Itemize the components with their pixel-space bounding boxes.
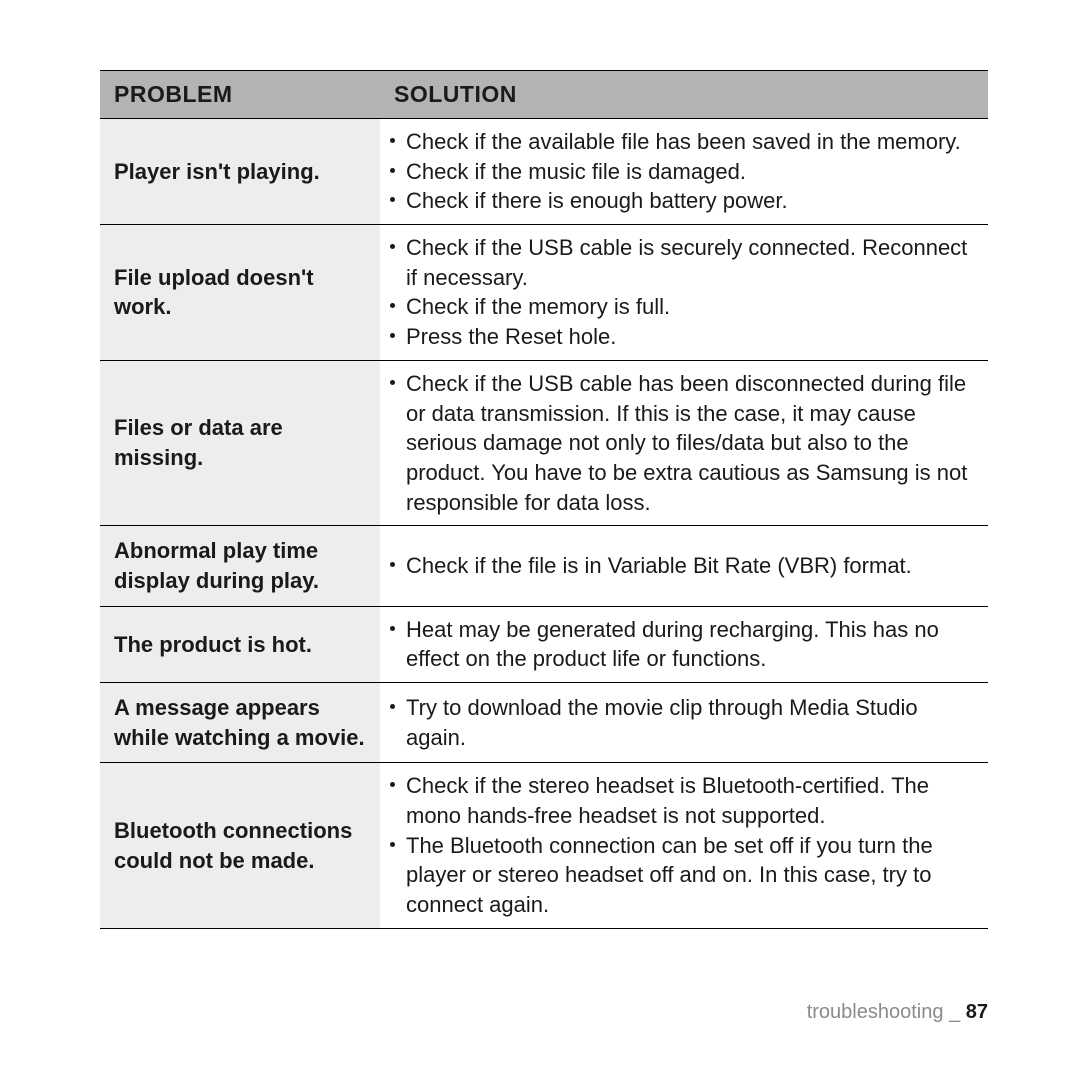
problem-cell: Bluetooth connections could not be made. — [100, 763, 380, 928]
footer-section: troubleshooting — [807, 1001, 944, 1023]
col-header-problem: PROBLEM — [100, 71, 380, 119]
col-header-solution: SOLUTION — [380, 71, 988, 119]
solution-list: Try to download the movie clip through M… — [380, 693, 978, 752]
solution-list: Check if the USB cable is securely conne… — [380, 233, 978, 352]
solution-list: Heat may be generated during recharging.… — [380, 615, 978, 674]
solution-cell: Check if the file is in Variable Bit Rat… — [380, 526, 988, 606]
troubleshooting-table: PROBLEM SOLUTION Player isn't playing.Ch… — [100, 70, 988, 929]
solution-item: Check if the music file is damaged. — [380, 157, 978, 187]
solution-item: Check if the USB cable has been disconne… — [380, 369, 978, 517]
solution-cell: Check if the stereo headset is Bluetooth… — [380, 763, 988, 928]
problem-cell: Files or data are missing. — [100, 360, 380, 525]
page-footer: troubleshooting _ 87 — [807, 1001, 988, 1024]
solution-item: Check if the stereo headset is Bluetooth… — [380, 771, 978, 830]
table-row: Files or data are missing.Check if the U… — [100, 360, 988, 525]
solution-cell: Heat may be generated during recharging.… — [380, 606, 988, 682]
solution-list: Check if the file is in Variable Bit Rat… — [380, 551, 978, 581]
table-row: A message appears while watching a movie… — [100, 683, 988, 763]
table-row: The product is hot.Heat may be generated… — [100, 606, 988, 682]
solution-cell: Check if the USB cable has been disconne… — [380, 360, 988, 525]
solution-item: Check if the USB cable is securely conne… — [380, 233, 978, 292]
table-row: Bluetooth connections could not be made.… — [100, 763, 988, 928]
problem-cell: Abnormal play time display during play. — [100, 526, 380, 606]
solution-cell: Try to download the movie clip through M… — [380, 683, 988, 763]
footer-page-number: 87 — [966, 1001, 988, 1023]
solution-item: Check if the memory is full. — [380, 292, 978, 322]
solution-cell: Check if the USB cable is securely conne… — [380, 225, 988, 361]
table-row: Player isn't playing.Check if the availa… — [100, 119, 988, 225]
footer-separator: _ — [949, 1001, 960, 1023]
problem-cell: File upload doesn't work. — [100, 225, 380, 361]
solution-item: Check if the file is in Variable Bit Rat… — [380, 551, 978, 581]
solution-item: Heat may be generated during recharging.… — [380, 615, 978, 674]
table-row: Abnormal play time display during play.C… — [100, 526, 988, 606]
solution-item: Press the Reset hole. — [380, 322, 978, 352]
solution-item: Check if there is enough battery power. — [380, 186, 978, 216]
solution-cell: Check if the available file has been sav… — [380, 119, 988, 225]
solution-list: Check if the stereo headset is Bluetooth… — [380, 771, 978, 919]
solution-item: Check if the available file has been sav… — [380, 127, 978, 157]
problem-cell: Player isn't playing. — [100, 119, 380, 225]
problem-cell: The product is hot. — [100, 606, 380, 682]
solution-list: Check if the USB cable has been disconne… — [380, 369, 978, 517]
table-row: File upload doesn't work.Check if the US… — [100, 225, 988, 361]
solution-item: The Bluetooth connection can be set off … — [380, 831, 978, 920]
solution-item: Try to download the movie clip through M… — [380, 693, 978, 752]
solution-list: Check if the available file has been sav… — [380, 127, 978, 216]
problem-cell: A message appears while watching a movie… — [100, 683, 380, 763]
